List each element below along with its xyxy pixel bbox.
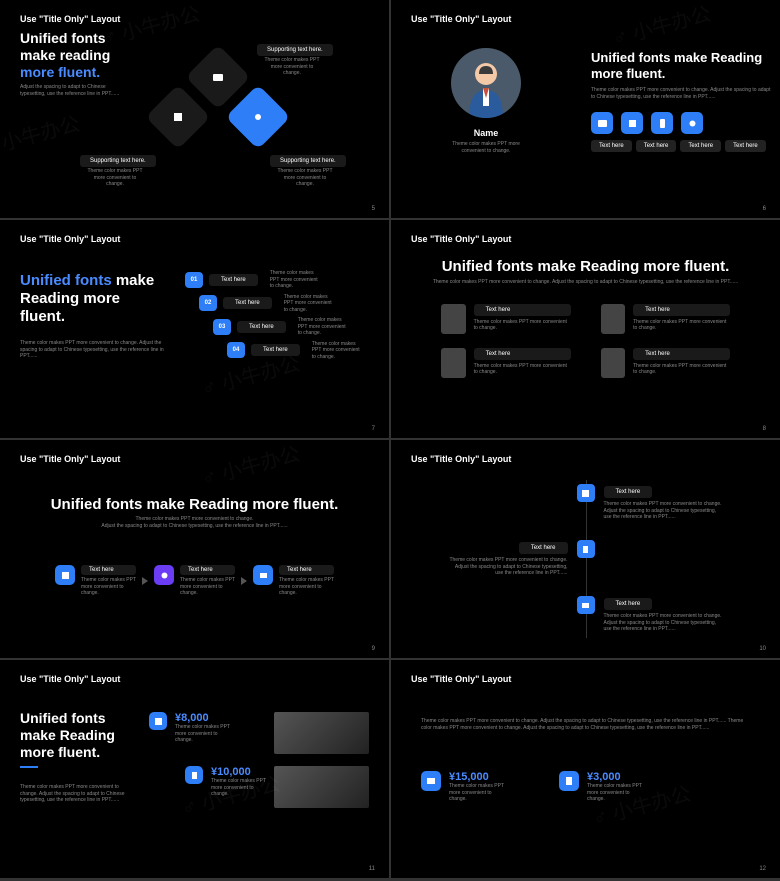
number-badge: 02 — [199, 295, 217, 311]
image-placeholder — [274, 766, 369, 808]
page-number: 5 — [372, 206, 375, 212]
slide-8: Use "Title Only" Layout Unified fonts ma… — [391, 220, 780, 438]
thumb-image — [601, 348, 626, 378]
slide-11: ♂ 小牛办公 Use "Title Only" Layout Unified f… — [0, 660, 389, 878]
timeline-line — [586, 480, 587, 638]
price-block: ¥15,000Theme color makes PPT more conven… — [421, 771, 509, 803]
step-icon — [154, 565, 174, 585]
grid-cell: Text hereTheme color makes PPT more conv… — [441, 304, 571, 334]
text-box: Text here — [209, 274, 258, 286]
text-box: Text here — [251, 344, 300, 356]
slide-title: Unified fonts make reading more fluent. — [20, 30, 140, 80]
number-badge: 04 — [227, 342, 245, 358]
icon-button[interactable] — [591, 112, 613, 134]
slide-grid: ♂ 小牛办公 ♂ 小牛办公 Use "Title Only" Layout Un… — [0, 0, 780, 878]
slide-title: Unified fonts make Reading more fluent. — [20, 710, 135, 760]
step: Text hereTheme color makes PPT more conv… — [55, 565, 136, 597]
step-icon — [253, 565, 273, 585]
tag: Text here — [591, 140, 632, 152]
grid-cell: Text hereTheme color makes PPT more conv… — [601, 348, 731, 378]
name-label: Name — [441, 128, 531, 138]
price-row: ¥8,000Theme color makes PPT more conveni… — [149, 712, 369, 754]
icon-button[interactable] — [651, 112, 673, 134]
slide-title: Unified fonts make Reading more fluent. — [20, 272, 165, 326]
supporting-pill: Supporting text here. — [80, 155, 156, 167]
number-badge: 03 — [213, 319, 231, 335]
thumb-image — [601, 304, 626, 334]
avatar — [451, 48, 521, 118]
grid-cell: Text hereTheme color makes PPT more conv… — [601, 304, 731, 334]
slide-title: Unified fonts make Reading more fluent. — [20, 496, 369, 513]
page-number: 9 — [372, 646, 375, 652]
supporting-pill: Supporting text here. — [257, 44, 333, 56]
price-value: ¥10,000 — [211, 766, 266, 778]
layout-label: Use "Title Only" Layout — [411, 454, 760, 464]
page-number: 8 — [763, 426, 766, 432]
arrow-icon — [241, 577, 247, 585]
page-number: 11 — [369, 866, 375, 872]
diamond-icon — [145, 84, 210, 149]
text-box: Text here — [223, 297, 272, 309]
supporting-pill: Supporting text here. — [270, 155, 346, 167]
image-placeholder — [274, 712, 369, 754]
icon-button[interactable] — [681, 112, 703, 134]
layout-label: Use "Title Only" Layout — [20, 234, 369, 244]
layout-label: Use "Title Only" Layout — [20, 14, 369, 24]
layout-label: Use "Title Only" Layout — [411, 674, 760, 684]
price-value: ¥3,000 — [587, 771, 647, 783]
slide-title: Unified fonts make Reading more fluent. — [411, 258, 760, 275]
timeline-item: Text hereTheme color makes PPT more conv… — [448, 536, 568, 577]
timeline-dot — [577, 540, 595, 558]
slide-7: ♂ 小牛办公 Use "Title Only" Layout Unified f… — [0, 220, 389, 438]
number-badge: 01 — [185, 272, 203, 288]
page-number: 10 — [759, 646, 766, 652]
layout-label: Use "Title Only" Layout — [20, 454, 369, 464]
subtitle: Adjust the spacing to adapt to Chinese t… — [20, 84, 130, 97]
slide-5: ♂ 小牛办公 ♂ 小牛办公 Use "Title Only" Layout Un… — [0, 0, 389, 218]
slide-12: ♂ 小牛办公 Use "Title Only" Layout Theme col… — [391, 660, 780, 878]
slide-6: ♂ 小牛办公 Use "Title Only" Layout Name Them… — [391, 0, 780, 218]
block-icon — [559, 771, 579, 791]
timeline-item: Text hereTheme color makes PPT more conv… — [604, 592, 724, 633]
thumb-image — [441, 348, 466, 378]
timeline-item: Text hereTheme color makes PPT more conv… — [604, 480, 724, 521]
layout-label: Use "Title Only" Layout — [411, 234, 760, 244]
text-box: Text here — [237, 321, 286, 333]
step-icon — [55, 565, 75, 585]
thumb-image — [441, 304, 466, 334]
slide-title: Unified fonts make Reading more fluent. — [591, 50, 771, 81]
step: Text hereTheme color makes PPT more conv… — [154, 565, 235, 597]
step: Text hereTheme color makes PPT more conv… — [253, 565, 334, 597]
arrow-icon — [142, 577, 148, 585]
tag: Text here — [680, 140, 721, 152]
tag: Text here — [636, 140, 677, 152]
page-number: 6 — [763, 206, 766, 212]
layout-label: Use "Title Only" Layout — [20, 674, 369, 684]
row-icon — [149, 712, 167, 730]
grid-cell: Text hereTheme color makes PPT more conv… — [441, 348, 571, 378]
icon-button[interactable] — [621, 112, 643, 134]
price-value: ¥8,000 — [175, 712, 230, 724]
timeline-dot — [577, 596, 595, 614]
price-row: ¥10,000Theme color makes PPT more conven… — [185, 766, 369, 808]
price-block: ¥3,000Theme color makes PPT more conveni… — [559, 771, 647, 803]
block-icon — [421, 771, 441, 791]
row-icon — [185, 766, 203, 784]
price-value: ¥15,000 — [449, 771, 509, 783]
tag: Text here — [725, 140, 766, 152]
page-number: 7 — [372, 426, 375, 432]
layout-label: Use "Title Only" Layout — [411, 14, 760, 24]
slide-10: Use "Title Only" Layout Text hereTheme c… — [391, 440, 780, 658]
timeline-dot — [577, 484, 595, 502]
page-number: 12 — [759, 866, 766, 872]
slide-9: ♂ 小牛办公 Use "Title Only" Layout Unified f… — [0, 440, 389, 658]
diamond-icon-accent — [225, 84, 290, 149]
